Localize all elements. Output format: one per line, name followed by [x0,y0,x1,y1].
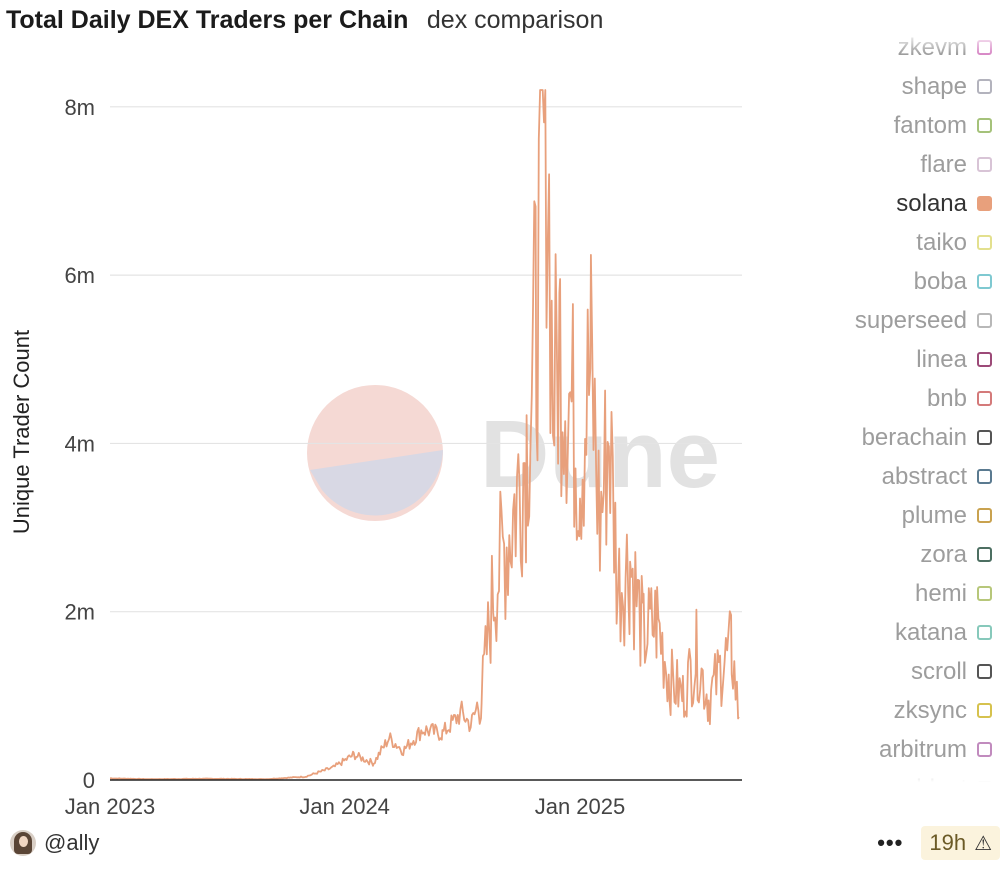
author[interactable]: @ally [10,830,99,856]
chart-header: Total Daily DEX Traders per Chain dex co… [6,6,603,42]
x-tick-label: Jan 2025 [535,794,626,819]
legend-checkbox[interactable] [977,586,992,601]
legend-label: abstract [881,462,967,490]
legend-checkbox[interactable] [977,469,992,484]
legend-checkbox[interactable] [977,274,992,289]
warning-icon: ⚠ [974,832,992,855]
legend-label: taiko [916,228,967,256]
y-axis-label: Unique Trader Count [9,330,34,534]
legend-label: superseed [854,306,967,334]
y-tick-label: 2m [64,600,95,625]
legend-checkbox[interactable] [977,430,992,445]
footer-actions: ••• 19h ⚠ [877,826,1000,860]
legend-item-katana[interactable]: katana [855,613,992,652]
legend-list: zkevmshapefantomflaresolanataikobobasupe… [855,32,992,782]
legend-checkbox[interactable] [977,352,992,367]
legend-label: katana [894,618,967,646]
legend-label: solana [896,189,967,217]
legend-item-arbitrum[interactable]: arbitrum [855,730,992,769]
legend-label: hemi [914,579,967,607]
chart-title: Total Daily DEX Traders per Chain [6,6,409,34]
legend-label: zksync [893,696,967,724]
legend-item-shape[interactable]: shape [855,67,992,106]
legend-item-zora[interactable]: zora [855,535,992,574]
chart-subtitle: dex comparison [426,6,604,34]
legend-checkbox[interactable] [977,664,992,679]
legend-checkbox[interactable] [977,313,992,328]
legend-label: plume [901,501,967,529]
x-tick-label: Jan 2023 [65,794,156,819]
legend-checkbox[interactable] [977,508,992,523]
legend-checkbox[interactable] [977,235,992,250]
legend-checkbox[interactable] [977,703,992,718]
legend-item-boba[interactable]: boba [855,262,992,301]
freshness-badge[interactable]: 19h ⚠ [921,826,1000,860]
legend-fade-top [786,32,1006,54]
legend-label: fantom [893,111,967,139]
y-tick-label: 4m [64,431,95,456]
legend-label: flare [920,150,967,178]
age-text: 19h [929,830,967,855]
legend-item-berachain[interactable]: berachain [855,418,992,457]
legend-label: arbitrum [878,735,967,763]
legend-label: berachain [861,423,967,451]
legend-item-bnb[interactable]: bnb [855,379,992,418]
legend-checkbox[interactable] [977,625,992,640]
legend-item-taiko[interactable]: taiko [855,223,992,262]
legend-checkbox[interactable] [977,118,992,133]
series-line-solana[interactable] [110,89,740,781]
legend-checkbox[interactable] [977,742,992,757]
legend-checkbox[interactable] [977,79,992,94]
more-options-icon[interactable]: ••• [877,830,904,855]
watermark-logo-bottom [310,450,443,516]
legend[interactable]: zkevmshapefantomflaresolanataikobobasupe… [772,32,992,782]
y-tick-label: 6m [64,263,95,288]
legend-item-flare[interactable]: flare [855,145,992,184]
legend-item-hemi[interactable]: hemi [855,574,992,613]
legend-label: scroll [910,657,967,685]
x-tick-label: Jan 2024 [299,794,390,819]
username[interactable]: @ally [44,830,100,855]
legend-label: boba [913,267,967,295]
legend-label: bnb [926,384,967,412]
legend-item-abstract[interactable]: abstract [855,457,992,496]
legend-item-zksync[interactable]: zksync [855,691,992,730]
legend-fade-bottom [786,762,1006,782]
avatar [10,830,36,856]
legend-item-fantom[interactable]: fantom [855,106,992,145]
legend-label: linea [916,345,967,373]
legend-checkbox[interactable] [977,196,992,211]
y-tick-label: 0 [83,768,95,793]
legend-item-scroll[interactable]: scroll [855,652,992,691]
legend-item-solana[interactable]: solana [855,184,992,223]
legend-checkbox[interactable] [977,391,992,406]
legend-checkbox[interactable] [977,157,992,172]
legend-label: zora [920,540,967,568]
legend-label: shape [901,72,967,100]
y-tick-label: 8m [64,95,95,120]
legend-item-linea[interactable]: linea [855,340,992,379]
legend-checkbox[interactable] [977,547,992,562]
line-chart: Dune Jan 2023 Jan 2024 Jan 2025 02m4m6m8m … [9,89,742,819]
legend-item-superseed[interactable]: superseed [855,301,992,340]
legend-item-plume[interactable]: plume [855,496,992,535]
